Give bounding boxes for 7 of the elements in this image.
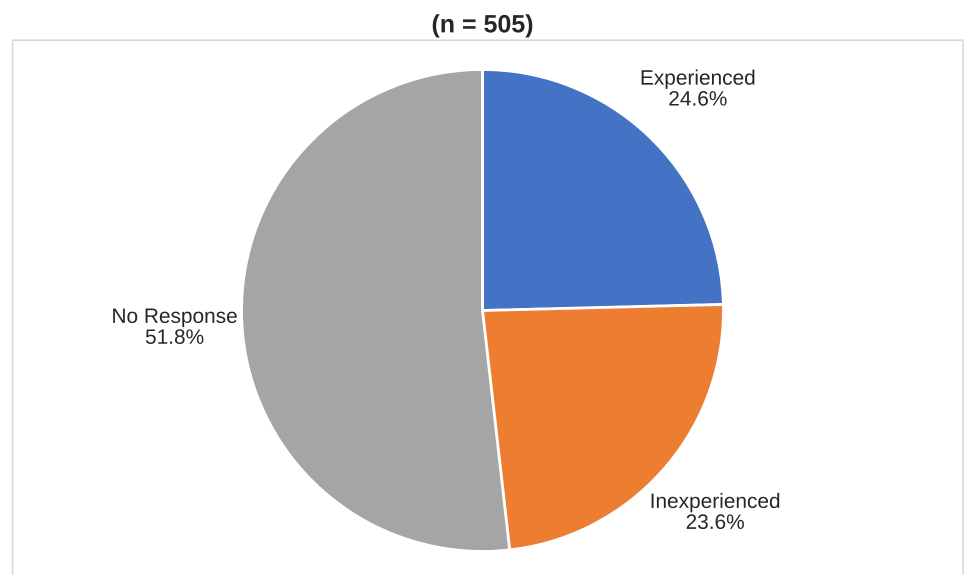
data-label: 24.6% xyxy=(669,90,727,106)
chart-title: (n = 505) xyxy=(432,14,532,38)
slice-label: Experienced xyxy=(642,70,754,89)
data-label: 51.8% xyxy=(146,329,204,344)
slice-label: Inexperienced xyxy=(652,492,780,512)
data-label: 23.6% xyxy=(686,514,744,530)
slice-label: No Response xyxy=(113,308,237,328)
